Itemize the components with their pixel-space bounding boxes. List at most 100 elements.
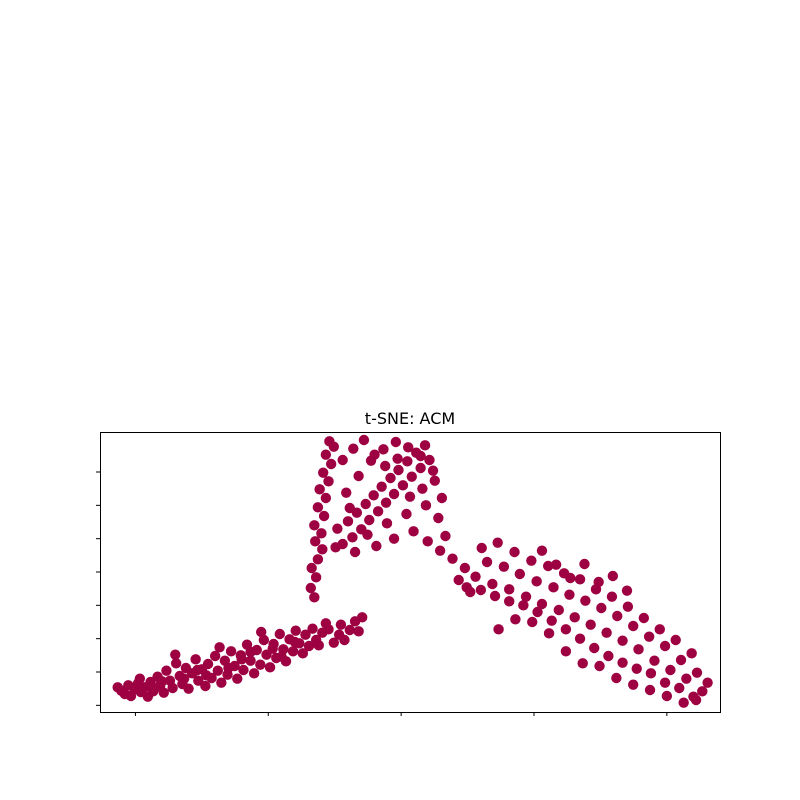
scatter-point — [649, 655, 660, 666]
scatter-point — [344, 502, 355, 514]
scatter-point — [342, 516, 354, 527]
scatter-point — [420, 500, 432, 511]
scatter-point — [183, 683, 194, 694]
scatter-point — [510, 614, 521, 625]
scatter-point — [569, 612, 580, 623]
scatter-point — [214, 642, 225, 653]
scatter-point — [364, 514, 375, 526]
scatter-point — [156, 676, 168, 687]
scatter-point — [596, 602, 607, 614]
scatter-point — [134, 673, 146, 684]
scatter-point — [678, 697, 689, 708]
scatter-point — [542, 560, 554, 572]
scatter-point — [565, 572, 576, 584]
scatter-point — [312, 554, 324, 565]
scatter-point — [332, 523, 343, 534]
scatter-point — [617, 657, 628, 668]
scatter-point — [310, 536, 321, 547]
scatter-point — [300, 629, 311, 640]
scatter-point — [606, 591, 618, 602]
scatter-point — [427, 465, 439, 476]
scatter-point — [372, 506, 384, 517]
scatter-point — [297, 648, 309, 659]
scatter-point — [309, 592, 320, 603]
scatter-point — [564, 589, 575, 600]
scatter-point — [509, 546, 520, 558]
scatter-point — [393, 464, 404, 476]
scatter-point — [622, 601, 634, 612]
scatter-point — [307, 623, 318, 634]
scatter-point — [433, 512, 444, 524]
scatter-point — [531, 576, 542, 587]
scatter-point — [348, 443, 359, 454]
scatter-point — [665, 664, 676, 676]
scatter-point — [548, 582, 559, 593]
scatter-point — [601, 627, 612, 638]
scatter-point — [258, 634, 270, 646]
scatter-point — [498, 561, 510, 572]
scatter-point — [453, 574, 464, 586]
scatter-point — [344, 624, 355, 636]
scatter-point — [577, 658, 588, 669]
scatter-point — [362, 529, 373, 540]
scatter-point — [514, 568, 526, 580]
scatter-point — [356, 612, 368, 623]
scatter-point — [161, 665, 172, 676]
scatter-point — [318, 510, 330, 522]
scatter-point — [318, 467, 329, 478]
scatter-point — [158, 687, 169, 698]
scatter-point — [392, 453, 403, 464]
scatter-point — [378, 444, 389, 455]
scatter-point — [504, 596, 515, 607]
scatter-point — [314, 484, 325, 495]
scatter-point — [560, 646, 572, 657]
scatter-point — [190, 654, 201, 665]
scatter-point — [532, 606, 543, 618]
scatter-point — [654, 624, 665, 635]
scatter-point — [380, 460, 391, 472]
scatter-point — [461, 582, 472, 593]
scatter-point — [447, 553, 458, 564]
scatter-point — [419, 440, 431, 451]
scatter-point — [353, 626, 364, 637]
scatter-point — [493, 624, 504, 635]
scatter-point — [360, 498, 371, 510]
scatter-point — [202, 658, 214, 670]
scatter-point — [225, 646, 237, 657]
scatter-point — [527, 616, 538, 628]
scatter-point — [192, 664, 203, 676]
scatter-point — [526, 555, 537, 566]
scatter-point — [574, 633, 586, 644]
scatter-point — [303, 640, 315, 652]
scatter-point — [631, 663, 642, 674]
scatter-point — [560, 624, 572, 635]
scatter-point — [248, 668, 260, 679]
scatter-point — [417, 483, 428, 494]
scatter-point — [553, 604, 564, 616]
scatter-point — [312, 502, 324, 513]
scatter-point — [621, 585, 633, 596]
plot-frame — [100, 432, 721, 713]
scatter-point — [290, 625, 301, 636]
scatter-point — [633, 644, 644, 655]
scatter-point — [349, 546, 361, 558]
scatter-point — [436, 492, 448, 504]
scatter-point — [388, 488, 400, 500]
scatter-point — [170, 658, 182, 669]
scatter-point — [643, 631, 655, 642]
scatter-point — [236, 654, 247, 665]
scatter-point — [487, 578, 498, 590]
scatter-point — [645, 668, 657, 679]
scatter-point — [245, 646, 256, 658]
scatter-point — [347, 532, 358, 543]
scatter-point — [397, 480, 409, 491]
scatter-point — [256, 626, 267, 638]
scatter-point — [390, 436, 402, 448]
scatter-point — [429, 475, 440, 486]
scatter-point — [381, 518, 393, 529]
scatter-point — [638, 612, 650, 624]
scatter-point — [611, 672, 622, 684]
scatter-point — [492, 537, 503, 548]
scatter-point — [317, 544, 328, 555]
